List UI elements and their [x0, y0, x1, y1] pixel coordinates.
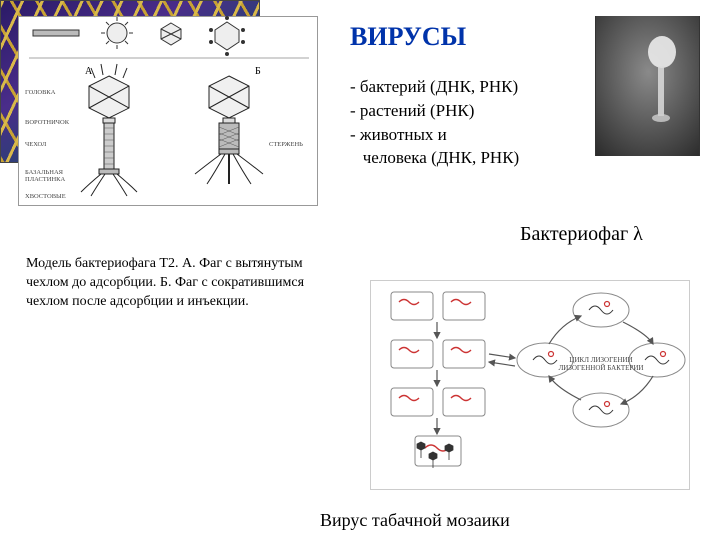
em-phage-svg [596, 16, 699, 156]
tmv-label: Вирус табачной мозаики [320, 510, 510, 531]
svg-text:ХВОСТОВЫЕ: ХВОСТОВЫЕ [25, 193, 66, 200]
svg-text:Б: Б [255, 66, 261, 77]
svg-text:ВОРОТНИЧОК: ВОРОТНИЧОК [25, 119, 70, 126]
t2-phage-caption: Модель бактериофага Т2. А. Фаг с вытянут… [26, 255, 306, 312]
svg-text:ГОЛОВКА: ГОЛОВКА [25, 89, 56, 96]
morphology-svg: А Б [19, 16, 317, 206]
host-line-2: - растений (РНК) [350, 99, 519, 123]
svg-text:БАЗАЛЬНАЯ: БАЗАЛЬНАЯ [25, 169, 64, 176]
host-line-4: человека (ДНК, РНК) [350, 146, 519, 170]
lambda-lifecycle-diagram: ЦИКЛ ЛИЗОГЕНИИ ЛИЗОГЕННОЙ БАКТЕРИИ [370, 280, 690, 490]
svg-text:ПЛАСТИНКА: ПЛАСТИНКА [25, 176, 66, 183]
lambda-cycle-svg: ЦИКЛ ЛИЗОГЕНИИ ЛИЗОГЕННОЙ БАКТЕРИИ [371, 280, 689, 490]
lambda-phage-label: Бактериофаг λ [520, 223, 643, 246]
virus-host-list: - бактерий (ДНК, РНК) - растений (РНК) -… [350, 75, 519, 170]
host-line-3: - животных и [350, 123, 519, 147]
svg-text:ЦИКЛ ЛИЗОГЕНИИ: ЦИКЛ ЛИЗОГЕНИИ [569, 356, 632, 364]
phage-em-micrograph [595, 16, 700, 156]
host-line-1: - бактерий (ДНК, РНК) [350, 75, 519, 99]
svg-text:А: А [85, 66, 93, 77]
svg-text:СТЕРЖЕНЬ: СТЕРЖЕНЬ [269, 141, 303, 148]
svg-text:ЛИЗОГЕННОЙ БАКТЕРИИ: ЛИЗОГЕННОЙ БАКТЕРИИ [559, 364, 644, 372]
virus-morphology-diagram: А Б [18, 16, 318, 206]
page-title: ВИРУСЫ [350, 22, 466, 52]
svg-text:ЧЕХОЛ: ЧЕХОЛ [25, 141, 47, 148]
